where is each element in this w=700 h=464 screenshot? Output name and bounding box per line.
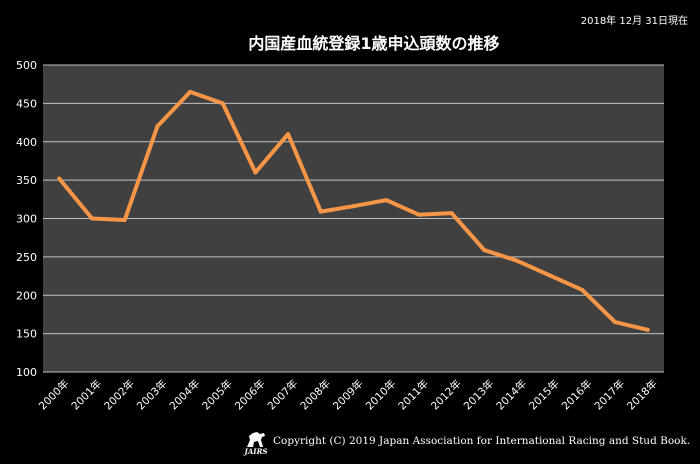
data-point [253,170,258,175]
y-tick-label: 500 [16,59,37,72]
horse-icon [247,432,265,447]
date-note: 2018年 12月 31日現在 [580,16,688,27]
x-tick-label: 2007年 [265,377,301,413]
y-tick-label: 450 [16,97,37,110]
footer: JAIRS Copyright (C) 2019 Japan Associati… [243,426,690,456]
grid-lines [43,64,664,373]
y-axis: 100 150 200 250 300 350 400 450 500 [16,59,37,379]
x-tick-label: 2000年 [36,377,72,413]
x-tick-label: 2017年 [592,377,628,413]
y-tick-label: 100 [16,366,37,379]
jairs-logo: JAIRS [243,426,269,456]
x-tick-label: 2013年 [461,377,497,413]
data-point [155,124,160,129]
data-point [318,209,323,214]
y-tick-label: 350 [16,174,37,187]
data-point [612,320,617,325]
data-point [351,204,356,209]
data-point [514,258,519,263]
x-tick-label: 2015年 [526,377,562,413]
y-tick-label: 200 [16,289,37,302]
data-point [90,216,95,221]
y-tick-label: 150 [16,328,37,341]
data-point [645,327,650,332]
data-point [580,287,585,292]
series-group [57,89,650,332]
x-axis: 2000年2001年2002年2003年2004年2005年2006年2007年… [36,377,660,413]
data-point [449,211,454,216]
data-point [286,132,291,137]
x-tick-label: 2003年 [134,377,170,413]
logo-text: JAIRS [244,447,268,456]
x-tick-label: 2008年 [298,377,334,413]
chart-title: 内国産血統登録1歳申込頭数の推移 [248,34,499,53]
x-tick-label: 2006年 [232,377,268,413]
data-point [547,273,552,278]
y-tick-label: 250 [16,251,37,264]
data-point [220,101,225,106]
x-tick-label: 2009年 [330,377,366,413]
x-tick-label: 2010年 [363,377,399,413]
y-tick-label: 400 [16,136,37,149]
x-tick-label: 2002年 [101,377,137,413]
x-tick-label: 2018年 [624,377,660,413]
x-tick-label: 2016年 [559,377,595,413]
data-point [416,212,421,217]
data-point [57,176,62,181]
data-point [482,247,487,252]
copyright-text: Copyright (C) 2019 Japan Association for… [273,435,691,447]
data-point [384,198,389,203]
x-tick-label: 2012年 [428,377,464,413]
x-tick-label: 2014年 [494,377,530,413]
x-tick-label: 2001年 [69,377,105,413]
x-tick-label: 2004年 [167,377,203,413]
data-point [122,218,127,223]
data-point [188,89,193,94]
x-tick-label: 2005年 [199,377,235,413]
y-tick-label: 300 [16,213,37,226]
x-tick-label: 2011年 [396,377,432,413]
